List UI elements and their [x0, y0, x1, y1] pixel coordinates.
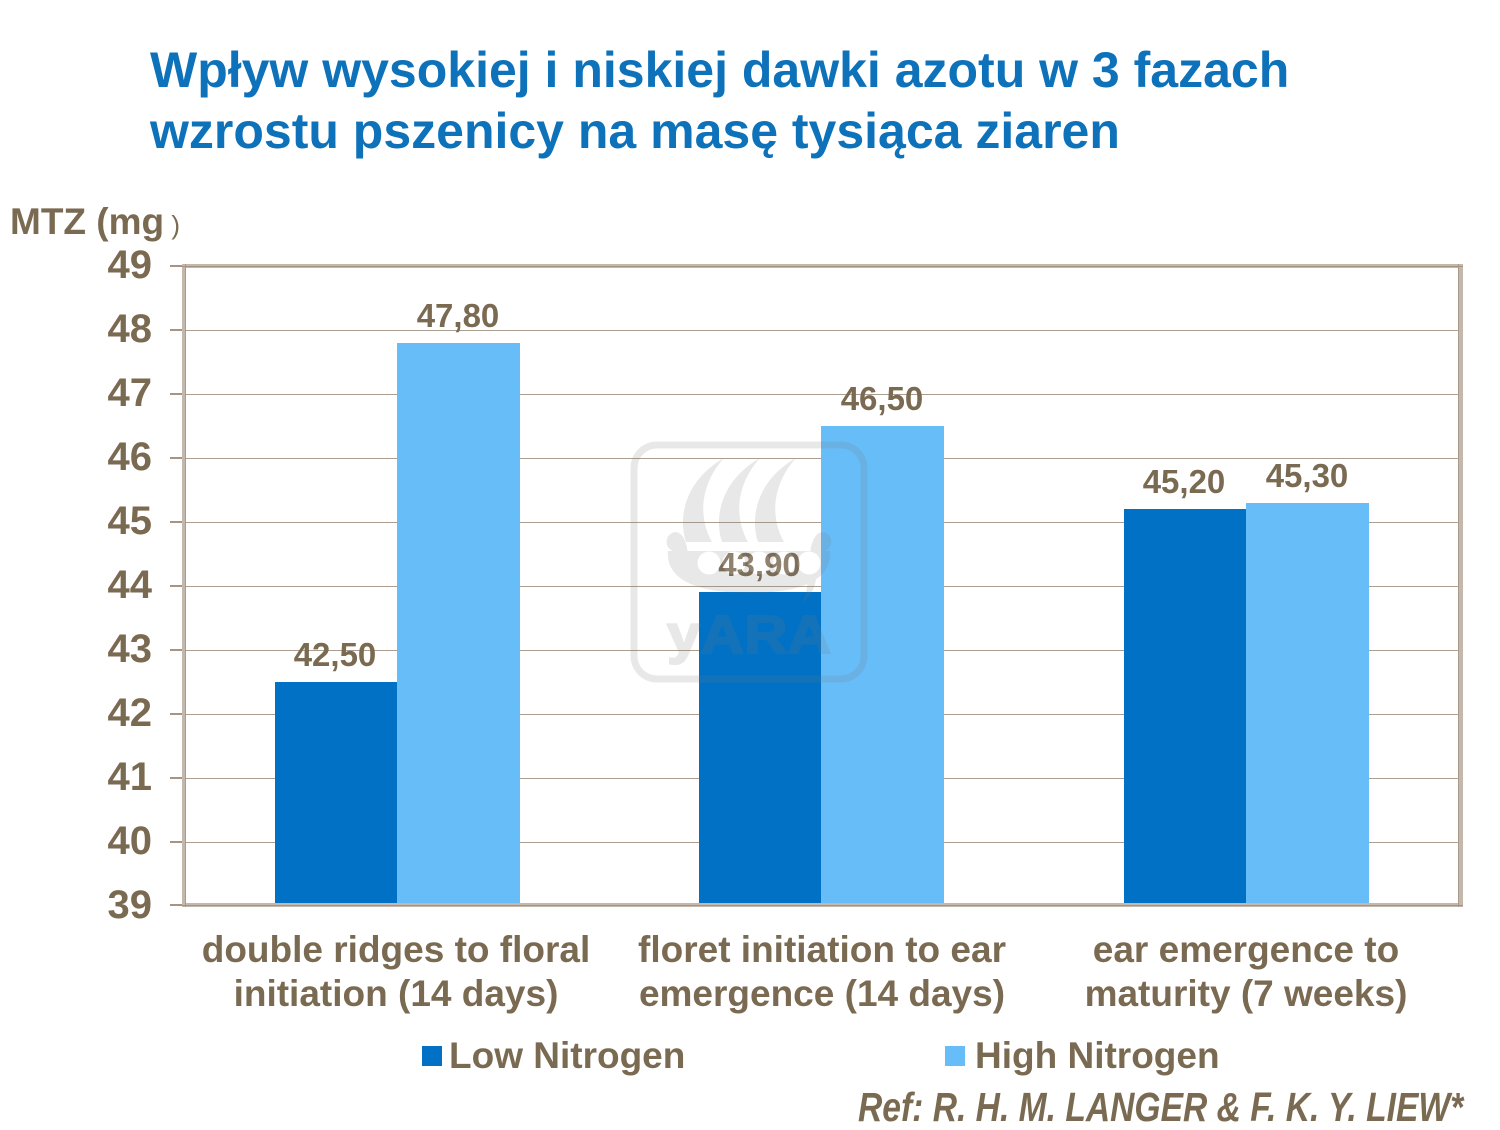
svg-text:yARA: yARA — [667, 605, 831, 665]
